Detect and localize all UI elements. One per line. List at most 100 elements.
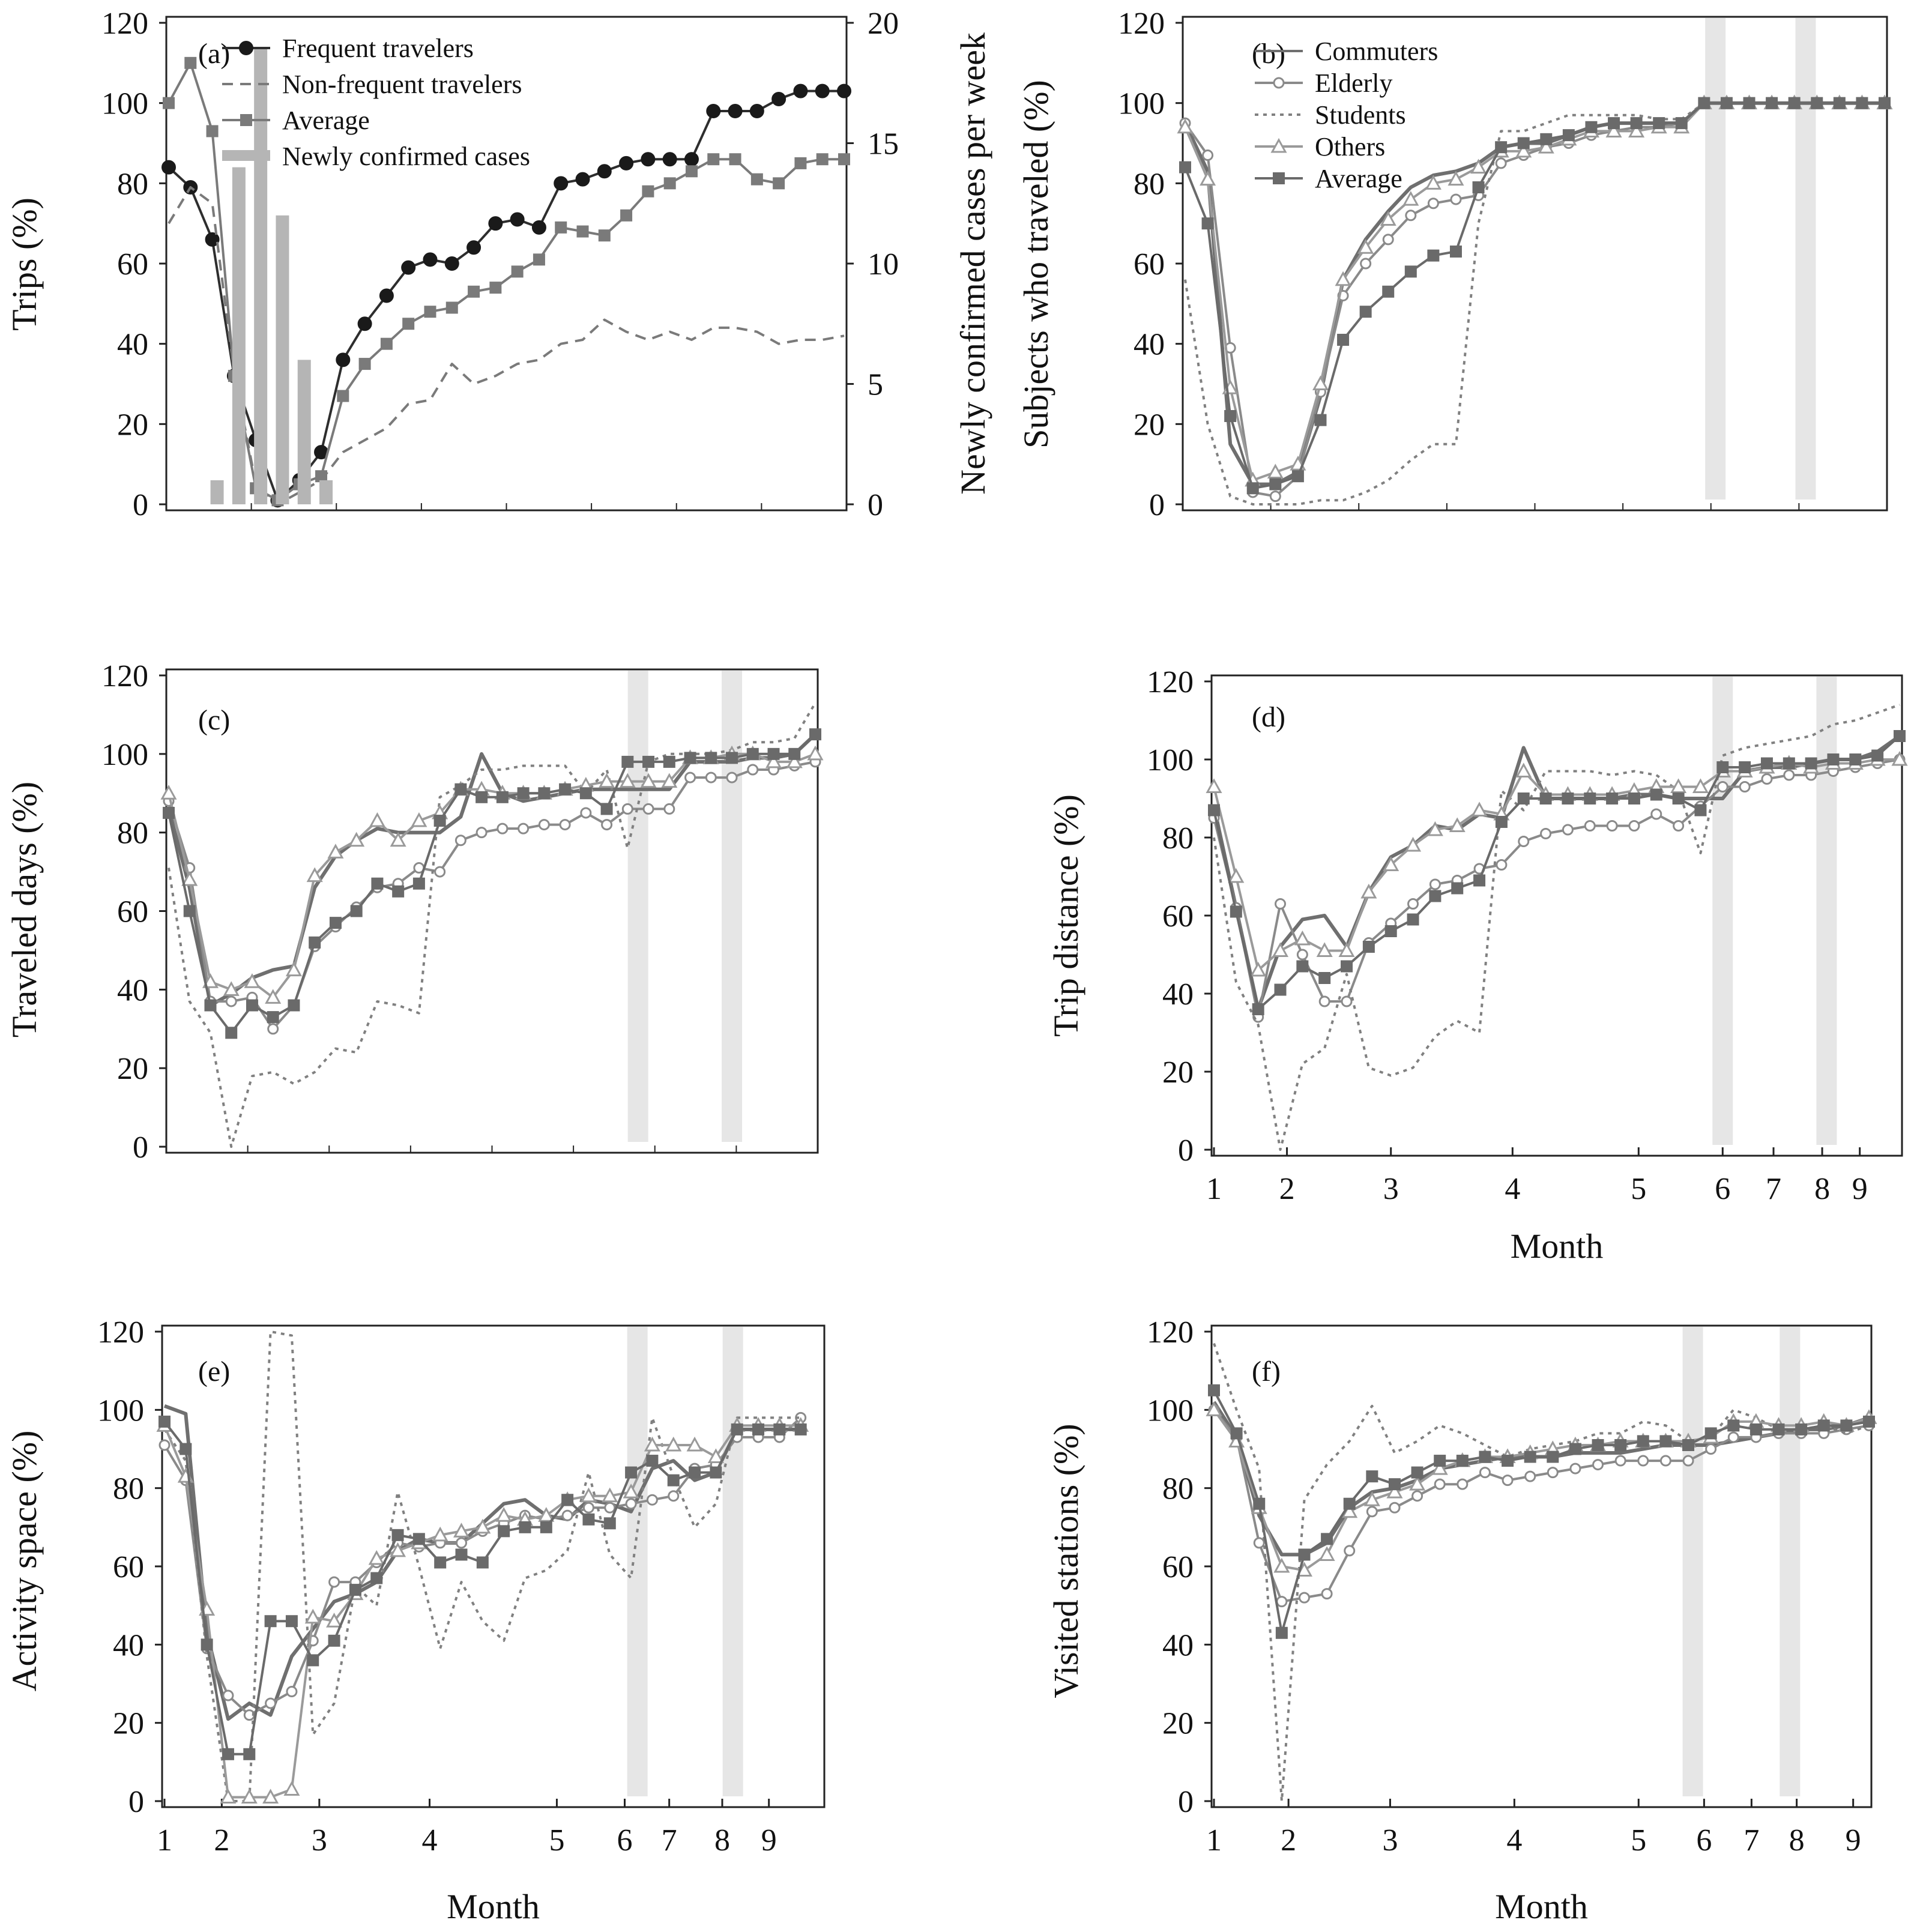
point-others <box>1206 778 1222 793</box>
y-right-tick-label: 15 <box>868 127 899 162</box>
point-elderly <box>601 819 613 831</box>
point-frequent-travelers <box>531 220 546 235</box>
point-others <box>1363 1491 1380 1506</box>
point-elderly <box>1318 995 1330 1007</box>
point-others <box>411 812 427 827</box>
point-others <box>1200 171 1216 186</box>
point-others <box>1273 1557 1290 1573</box>
y-tick-label: 20 <box>1162 1055 1194 1090</box>
y-tick-label: 60 <box>1162 899 1194 934</box>
y-tick-label: 80 <box>117 167 148 201</box>
point-average <box>1606 792 1619 804</box>
point-others <box>368 1550 385 1565</box>
line-elderly <box>1213 1409 1870 1603</box>
point-average <box>475 791 488 803</box>
point-average <box>663 755 675 768</box>
point-average <box>402 318 415 330</box>
point-elderly <box>456 1537 468 1549</box>
point-elderly <box>475 827 488 839</box>
legend-marker <box>239 41 253 55</box>
point-others <box>1515 762 1532 777</box>
point-frequent-travelers <box>336 352 351 367</box>
x-tick-label: 4 <box>422 1823 438 1858</box>
point-elderly <box>1495 157 1507 169</box>
y-tick-label: 100 <box>1147 1393 1194 1428</box>
point-elderly <box>646 1494 658 1506</box>
point-average <box>315 470 328 483</box>
point-elderly <box>1382 234 1394 246</box>
point-average <box>1540 133 1553 145</box>
point-average <box>204 999 217 1012</box>
point-average <box>380 337 393 350</box>
point-average <box>489 282 502 294</box>
point-average <box>1359 306 1372 318</box>
point-elderly <box>1275 898 1287 910</box>
point-average <box>1630 117 1643 130</box>
point-average <box>788 747 801 760</box>
point-average <box>391 1529 404 1541</box>
point-frequent-travelers <box>815 83 830 98</box>
point-average <box>1614 1438 1627 1451</box>
x-tick-label: 7 <box>1766 1172 1781 1206</box>
legend-label: Commuters <box>1315 37 1438 66</box>
x-tick-label: 4 <box>1506 1823 1522 1858</box>
x-tick-label: 5 <box>549 1823 564 1858</box>
point-others <box>765 753 782 768</box>
point-others <box>285 961 302 977</box>
shaded-period-2 <box>1816 677 1837 1145</box>
x-tick-label: 9 <box>1846 1823 1861 1858</box>
y-axis-title: Trips (%) <box>5 198 44 331</box>
point-average <box>454 783 467 795</box>
point-average <box>646 1455 659 1467</box>
y-axis-title: Trip distance (%) <box>1046 794 1085 1037</box>
point-average <box>1547 1451 1559 1463</box>
point-average <box>1894 730 1906 742</box>
point-average <box>794 1423 807 1435</box>
point-average <box>1274 983 1287 996</box>
point-average <box>1743 97 1756 109</box>
point-average <box>1449 245 1462 258</box>
point-average <box>1246 482 1259 495</box>
point-elderly <box>222 1689 234 1701</box>
line-students <box>1184 101 1885 506</box>
point-average <box>1517 137 1530 149</box>
point-average <box>1879 97 1891 109</box>
y-tick-label: 0 <box>128 1785 144 1819</box>
series-non-frequent-travelers <box>168 186 845 506</box>
point-average <box>598 229 611 242</box>
point-average <box>1760 757 1773 770</box>
point-average <box>498 1525 510 1538</box>
point-average <box>1659 1435 1672 1447</box>
series-elderly <box>163 756 821 1035</box>
point-elderly <box>1562 824 1574 836</box>
point-average <box>1411 1466 1423 1479</box>
series-others <box>1206 750 1908 977</box>
point-others <box>306 867 323 883</box>
point-others <box>602 1487 618 1503</box>
point-average <box>180 1443 192 1455</box>
shaded-period-1 <box>1705 18 1726 500</box>
point-average <box>309 936 321 949</box>
point-average <box>689 1466 701 1479</box>
point-average <box>1727 1419 1740 1432</box>
point-elderly <box>668 1490 680 1502</box>
point-average <box>183 905 196 917</box>
point-others <box>390 1542 406 1557</box>
line-non-frequent-travelers <box>168 186 845 506</box>
point-elderly <box>1389 1502 1401 1514</box>
point-average <box>1388 1478 1401 1491</box>
y-tick-label: 40 <box>1162 977 1194 1012</box>
point-average <box>1404 265 1417 278</box>
legend-label: Elderly <box>1315 68 1393 98</box>
point-elderly <box>1434 1478 1446 1490</box>
point-elderly <box>1614 1455 1626 1467</box>
point-elderly <box>705 771 717 783</box>
point-elderly <box>1269 491 1281 503</box>
point-elderly <box>1429 878 1441 890</box>
series-commuters <box>1183 101 1885 486</box>
point-average <box>731 1423 743 1435</box>
y-tick-label: 100 <box>101 738 148 772</box>
x-tick-label: 8 <box>1789 1823 1805 1858</box>
point-others <box>1294 930 1311 946</box>
legend-swatch <box>222 150 270 161</box>
